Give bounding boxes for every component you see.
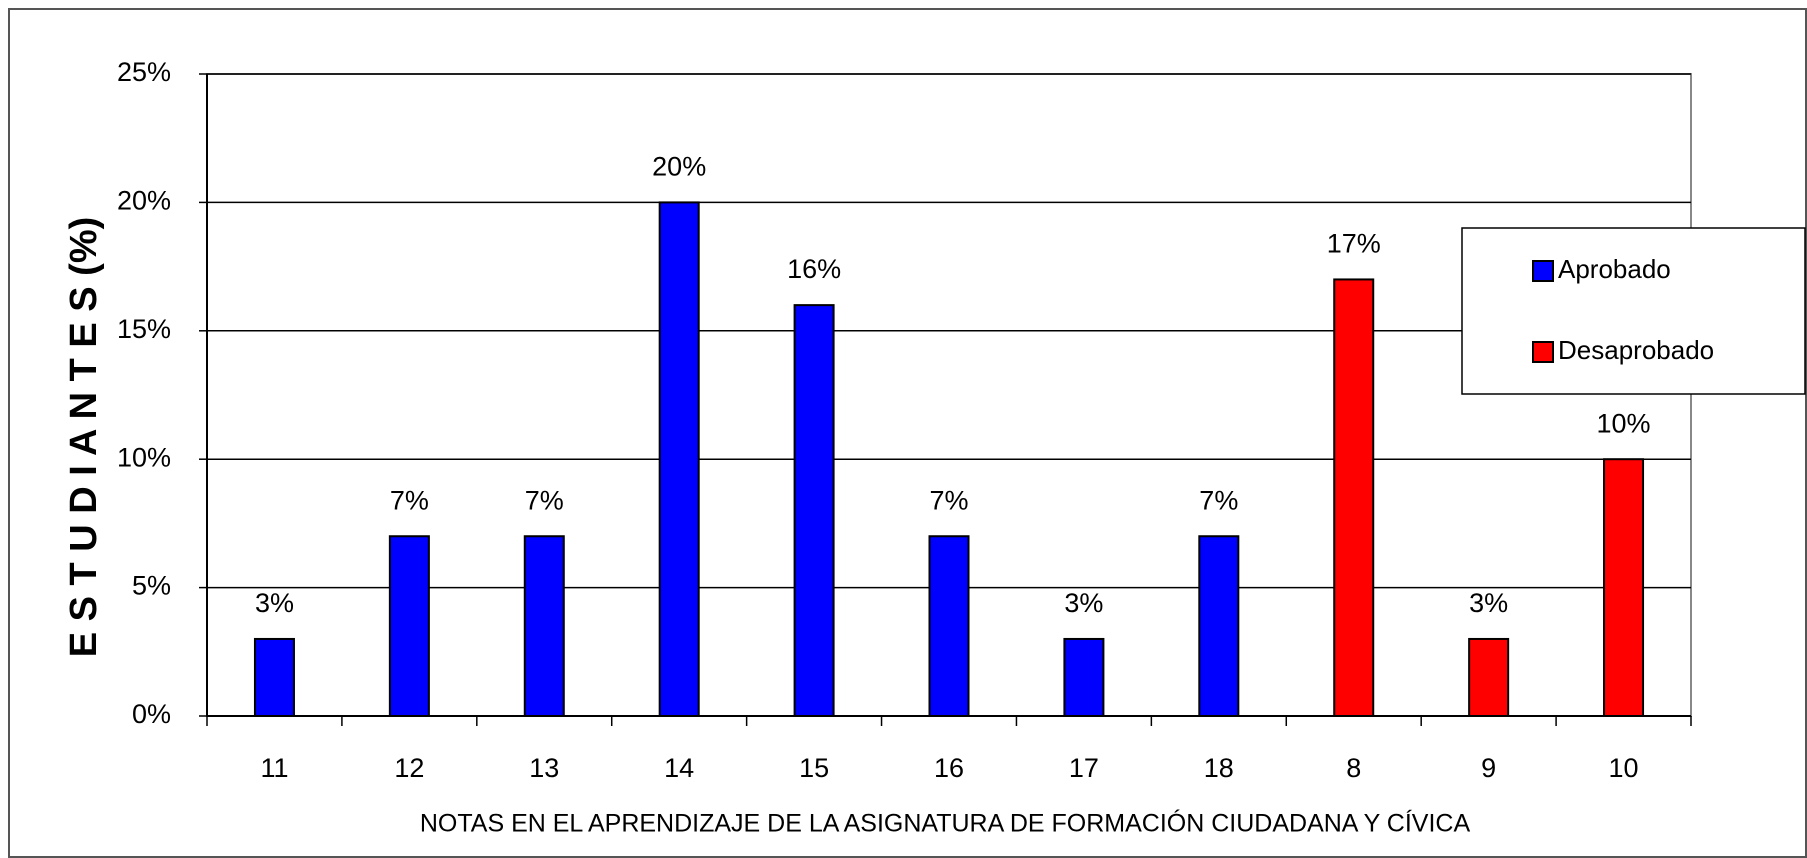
- y-axis-title: E S T U D I A N T E S (%): [63, 217, 105, 658]
- y-tick-label: 20%: [117, 186, 171, 216]
- x-tick-label: 13: [529, 753, 559, 783]
- x-tick-label: 14: [664, 753, 694, 783]
- legend-swatch: [1532, 341, 1554, 363]
- data-label: 3%: [255, 588, 294, 618]
- bar: [1603, 458, 1645, 717]
- data-label: 17%: [1327, 229, 1381, 259]
- x-tick-label: 12: [394, 753, 424, 783]
- x-tick-label: 9: [1481, 753, 1496, 783]
- data-label: 7%: [929, 485, 968, 515]
- bar: [1333, 278, 1375, 717]
- data-label: 7%: [390, 485, 429, 515]
- data-label: 16%: [787, 254, 841, 284]
- bar: [1198, 535, 1240, 717]
- x-tick-label: 18: [1204, 753, 1234, 783]
- y-tick-label: 10%: [117, 442, 171, 472]
- data-label: 10%: [1597, 408, 1651, 438]
- bar: [388, 535, 430, 717]
- legend: [1461, 227, 1806, 395]
- frame: [8, 8, 1807, 858]
- y-tick-label: 5%: [132, 571, 171, 601]
- bar: [1468, 637, 1510, 718]
- data-label: 20%: [652, 152, 706, 182]
- legend-swatch: [1532, 260, 1554, 282]
- x-tick-label: 16: [934, 753, 964, 783]
- bar: [253, 637, 295, 718]
- y-tick-label: 0%: [132, 699, 171, 729]
- x-tick-label: 8: [1346, 753, 1361, 783]
- data-label: 3%: [1469, 588, 1508, 618]
- bar: [1063, 637, 1105, 718]
- x-tick-label: 15: [799, 753, 829, 783]
- y-tick-label: 25%: [117, 57, 171, 87]
- x-tick-label: 10: [1609, 753, 1639, 783]
- bar: [928, 535, 970, 717]
- x-tick-label: 11: [260, 753, 288, 783]
- bar: [523, 535, 565, 717]
- x-tick-label: 17: [1069, 753, 1099, 783]
- bar: [658, 201, 700, 717]
- data-label: 3%: [1064, 588, 1103, 618]
- legend-label: Aprobado: [1558, 254, 1671, 284]
- bar: [793, 304, 835, 717]
- legend-label: Desaprobado: [1558, 335, 1714, 365]
- data-label: 7%: [525, 485, 564, 515]
- x-axis-title: NOTAS EN EL APRENDIZAJE DE LA ASIGNATURA…: [420, 809, 1471, 838]
- y-tick-label: 15%: [117, 314, 171, 344]
- data-label: 7%: [1199, 485, 1238, 515]
